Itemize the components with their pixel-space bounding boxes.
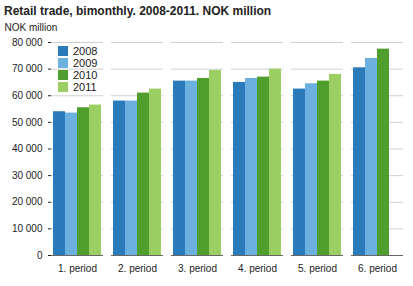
html-text:2010: 2010 [73,69,98,81]
svg-text:30 000: 30 000 [12,170,43,181]
svg-text:5. period: 5. period [298,263,337,274]
svg-text:20 000: 20 000 [12,196,43,207]
svg-text:NOK million: NOK million [5,22,58,33]
svg-text:40 000: 40 000 [12,143,43,154]
svg-text:2. period: 2. period [118,263,157,274]
html-text:2009: 2009 [73,57,98,69]
html-text:2008: 2008 [73,45,98,57]
svg-text:1. period: 1. period [58,263,97,274]
svg-text:3. period: 3. period [178,263,217,274]
svg-text:10 000: 10 000 [12,223,43,234]
svg-text:80 000: 80 000 [12,37,43,48]
html-text:2011: 2011 [73,81,97,93]
svg-text:0: 0 [37,250,43,261]
svg-text:50 000: 50 000 [12,117,43,128]
svg-text:70 000: 70 000 [12,63,43,74]
html-text:Retail trade, bimonthly. 2008-: Retail trade, bimonthly. 2008-2011. NOK … [4,4,272,18]
svg-text:4. period: 4. period [238,263,277,274]
svg-text:6. period: 6. period [358,263,397,274]
svg-text:60 000: 60 000 [12,90,43,101]
